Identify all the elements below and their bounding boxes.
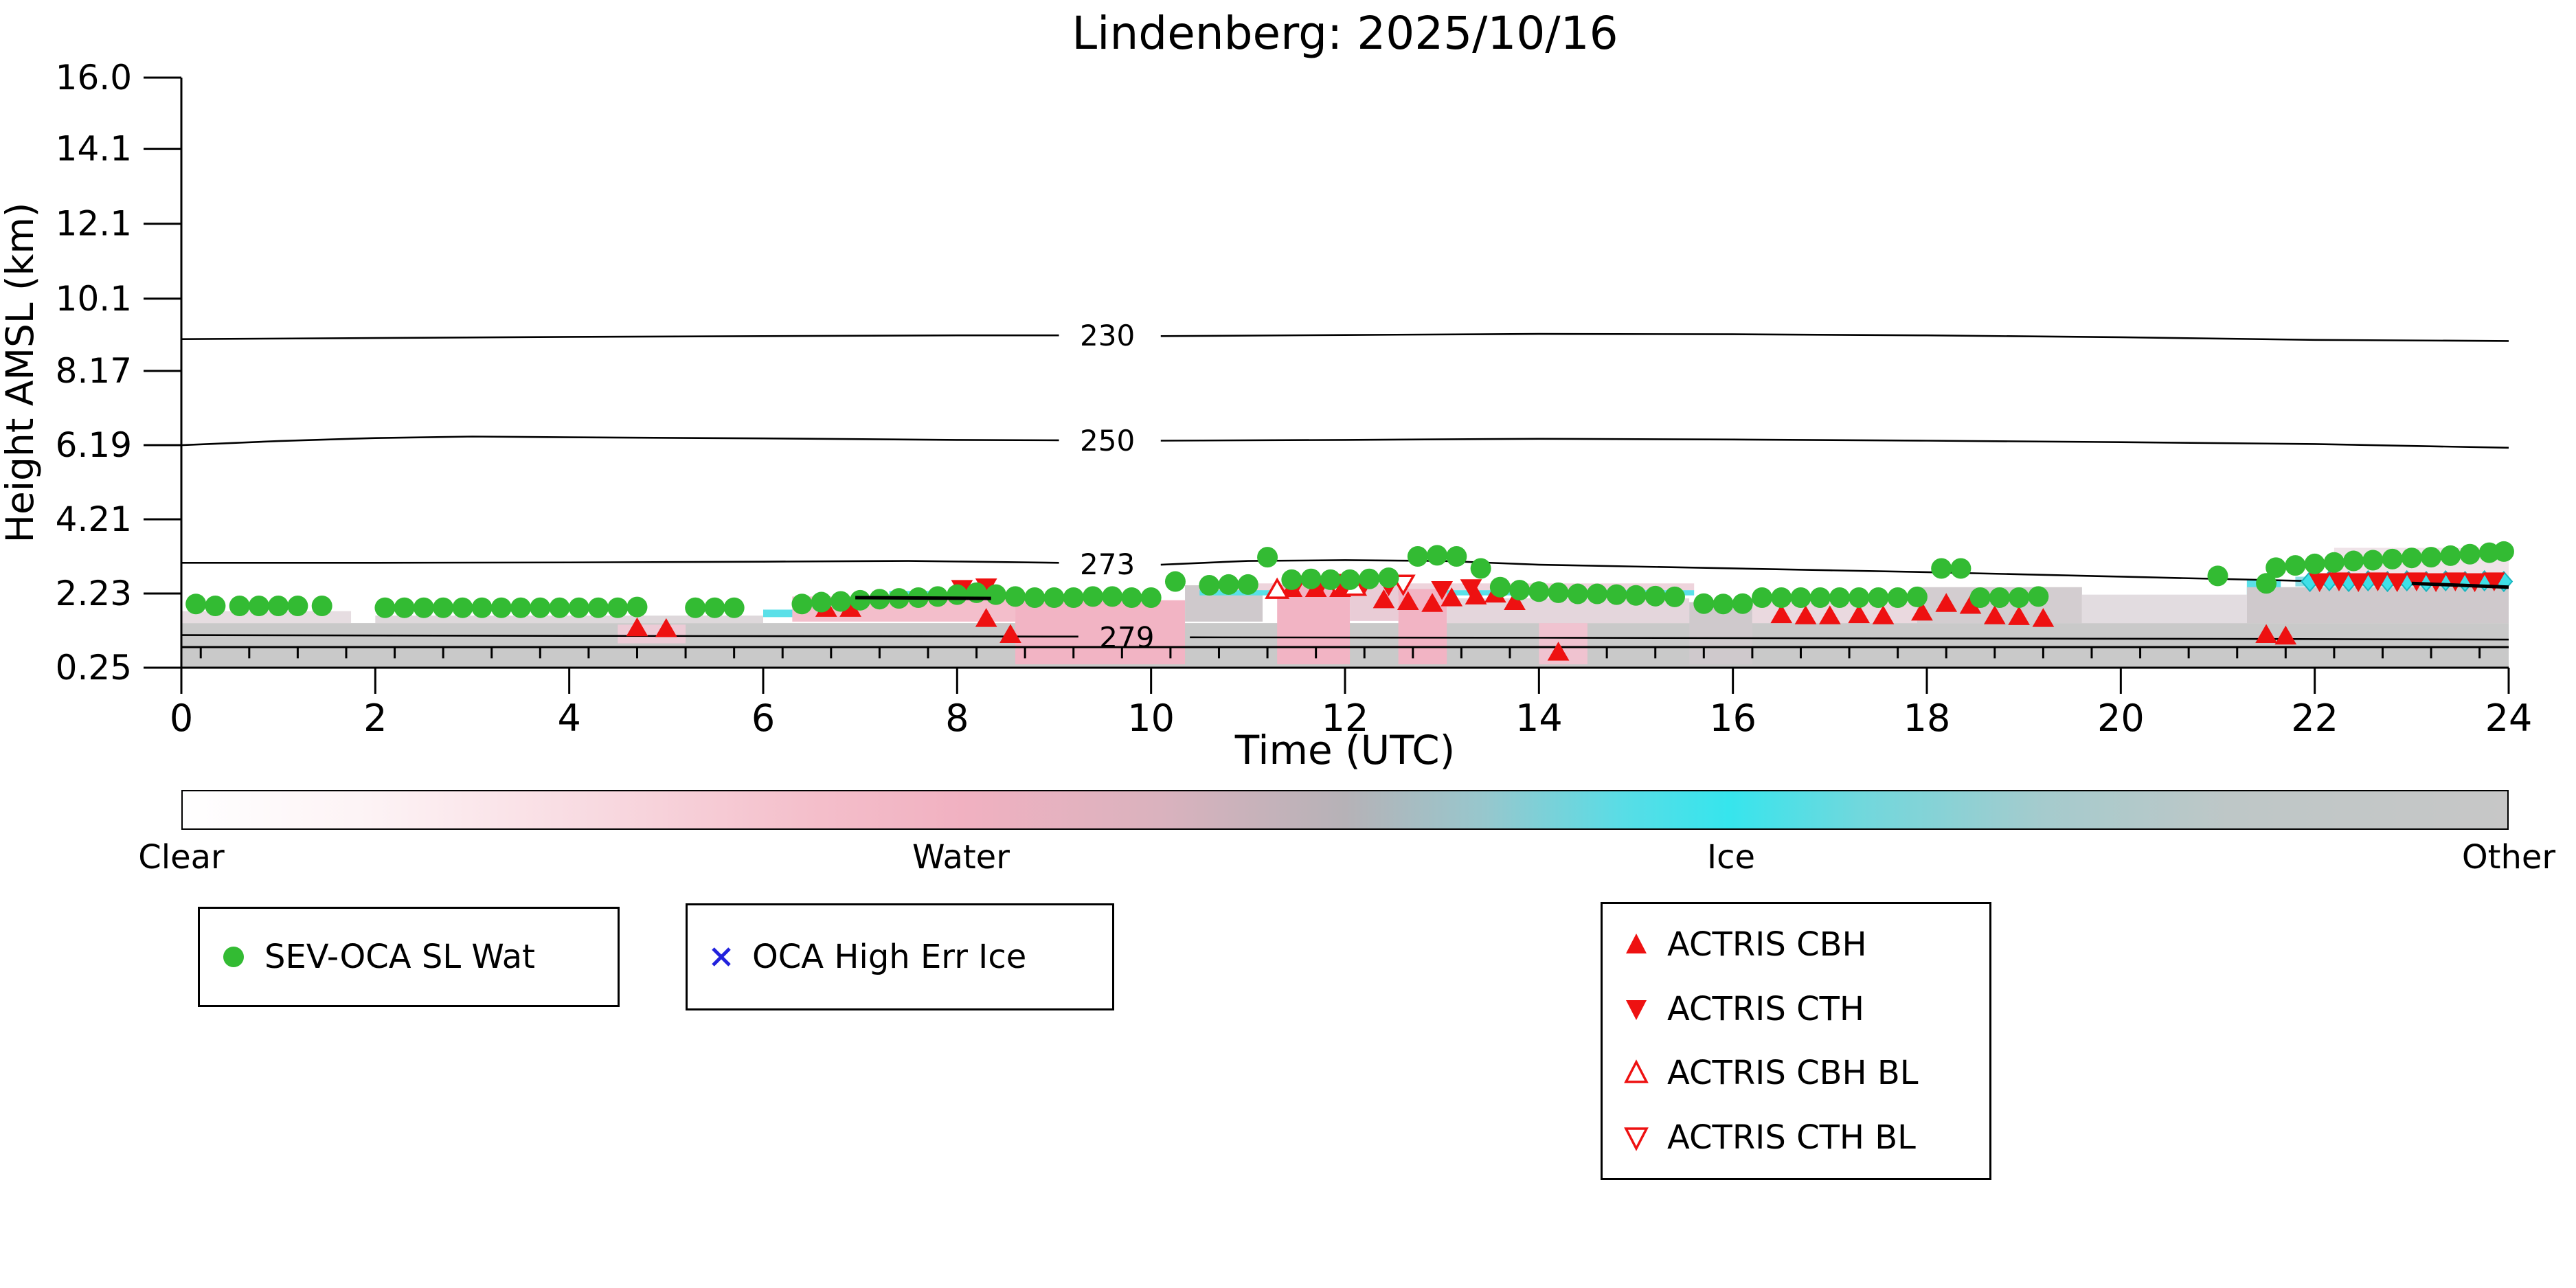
plot-area: 23025027327916.014.112.110.18.176.194.21…	[0, 58, 2532, 740]
colorbar-label-clear: Clear	[138, 838, 225, 877]
svg-text:14.1: 14.1	[56, 129, 132, 169]
svg-text:8: 8	[945, 697, 969, 740]
svg-text:10.1: 10.1	[56, 279, 132, 319]
series-sev-oca-sl-wat	[185, 541, 2514, 618]
red-triangle-up-icon	[1626, 933, 1647, 953]
chart-title: Lindenberg: 2025/10/16	[1072, 7, 1618, 60]
legend-box-sev-oca: SEV-OCA SL Wat	[198, 907, 620, 1007]
svg-text:18: 18	[1903, 697, 1951, 740]
svg-text:0: 0	[170, 697, 193, 740]
legend-label: ACTRIS CBH BL	[1667, 1054, 1919, 1093]
colorbar-label-other: Other	[2461, 838, 2556, 877]
marker-series	[185, 541, 2514, 661]
red-triangle-down-open-icon	[1624, 1127, 1649, 1151]
svg-text:0.25: 0.25	[56, 648, 132, 688]
legend-item-actris-cth: ACTRIS CTH	[1620, 990, 1971, 1028]
axes: 16.014.112.110.18.176.194.212.230.250 2 4 6…	[0, 58, 2532, 740]
svg-text:2: 2	[363, 697, 387, 740]
svg-text:16: 16	[1709, 697, 1756, 740]
temperature-contours: 230 250 273 279	[181, 319, 2509, 654]
contour-label-230: 230	[1080, 319, 1135, 352]
legend-label: ACTRIS CBH	[1667, 925, 1867, 964]
green-dot-icon	[223, 947, 244, 967]
classification-regions	[181, 547, 2509, 668]
black-line-segments	[855, 581, 2509, 600]
legend-item-actris-cbh-bl: ACTRIS CBH BL	[1620, 1054, 1971, 1092]
x-axis-label: Time (UTC)	[1234, 727, 1456, 773]
contour-label-273: 273	[1080, 547, 1135, 581]
blue-x-icon	[712, 947, 731, 967]
red-triangle-down-icon	[1626, 999, 1647, 1020]
comb-marks	[181, 646, 2509, 659]
svg-text:8.17: 8.17	[56, 351, 132, 391]
contour-label-250: 250	[1080, 424, 1135, 457]
svg-text:12.1: 12.1	[56, 204, 132, 244]
svg-text:6: 6	[752, 697, 775, 740]
legend-item-actris-cbh: ACTRIS CBH	[1620, 925, 1971, 964]
legend-box-oca: OCA High Err Ice	[686, 903, 1114, 1010]
y-axis-label: Height AMSL (km)	[0, 203, 42, 543]
svg-text:12: 12	[1322, 697, 1369, 740]
svg-text:2.23: 2.23	[56, 574, 132, 613]
legend-label: OCA High Err Ice	[752, 938, 1027, 976]
svg-text:22: 22	[2291, 697, 2338, 740]
legend-label: SEV-OCA SL Wat	[264, 938, 535, 976]
contour-label-279: 279	[1099, 620, 1154, 654]
svg-text:16.0: 16.0	[56, 58, 132, 98]
svg-text:20: 20	[2097, 697, 2145, 740]
svg-text:10: 10	[1127, 697, 1175, 740]
svg-text:4.21: 4.21	[56, 499, 132, 539]
legend-item-sev-oca-sl-wat: SEV-OCA SL Wat	[218, 938, 600, 976]
legend-label: ACTRIS CTH	[1667, 989, 1864, 1028]
colorbar	[181, 790, 2509, 830]
svg-text:6.19: 6.19	[56, 425, 132, 465]
colorbar-label-water: Water	[912, 838, 1010, 877]
legend-item-oca-high-err-ice: OCA High Err Ice	[705, 938, 1094, 976]
red-triangle-up-open-icon	[1624, 1059, 1649, 1084]
colorbar-label-ice: Ice	[1706, 838, 1756, 877]
legend-item-actris-cth-bl: ACTRIS CTH BL	[1620, 1118, 1971, 1157]
legend-label: ACTRIS CTH BL	[1667, 1118, 1916, 1157]
series-actris-cbh	[626, 578, 2297, 661]
legend-box-actris: ACTRIS CBH ACTRIS CTH ACTRIS CBH BL ACTR…	[1601, 902, 1991, 1180]
svg-text:4: 4	[557, 697, 580, 740]
svg-text:24: 24	[2485, 697, 2533, 740]
svg-text:14: 14	[1515, 697, 1563, 740]
